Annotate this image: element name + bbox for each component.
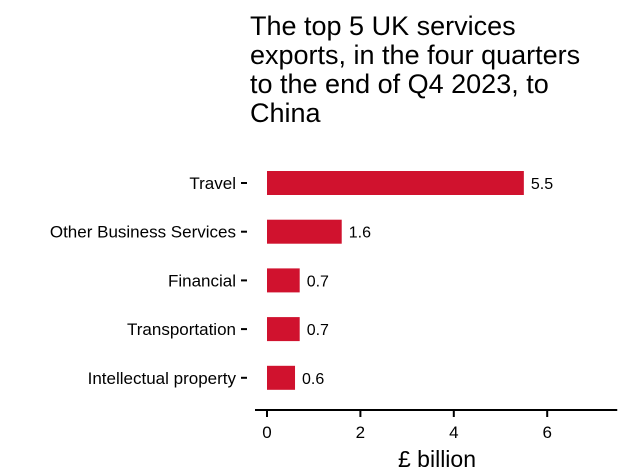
x-tick-label-2: 2 [356,423,365,442]
category-label-financial: Financial [168,271,236,290]
category-labels: Travel Other Business Services Financial Tr… [50,174,247,388]
bars-group [267,171,524,390]
x-tick-label-4: 4 [449,423,458,442]
bar-other-business-services [267,219,342,244]
value-label-travel: 5.5 [531,176,553,193]
x-axis-title: £ billion [398,446,476,472]
category-label-transportation: Transportation [127,320,236,339]
bar-financial [267,268,300,293]
bar-transportation [267,317,300,342]
bar-travel [267,171,524,195]
chart-title: The top 5 UK services exports, in the fo… [250,11,581,128]
value-labels: 5.5 1.6 0.7 0.7 0.6 [302,176,553,388]
x-tick-label-0: 0 [262,423,271,442]
value-label-intellectual-property: 0.6 [302,371,324,388]
x-tick-label-6: 6 [542,423,551,442]
x-axis: 0 2 4 6 [255,409,618,442]
value-label-financial: 0.7 [307,273,329,290]
value-label-transportation: 0.7 [307,322,329,339]
category-label-other-business-services: Other Business Services [50,223,236,242]
value-label-other-business-services: 1.6 [349,225,371,242]
bar-intellectual-property [267,365,296,390]
category-label-intellectual-property: Intellectual property [88,369,237,388]
category-label-travel: Travel [189,174,236,193]
